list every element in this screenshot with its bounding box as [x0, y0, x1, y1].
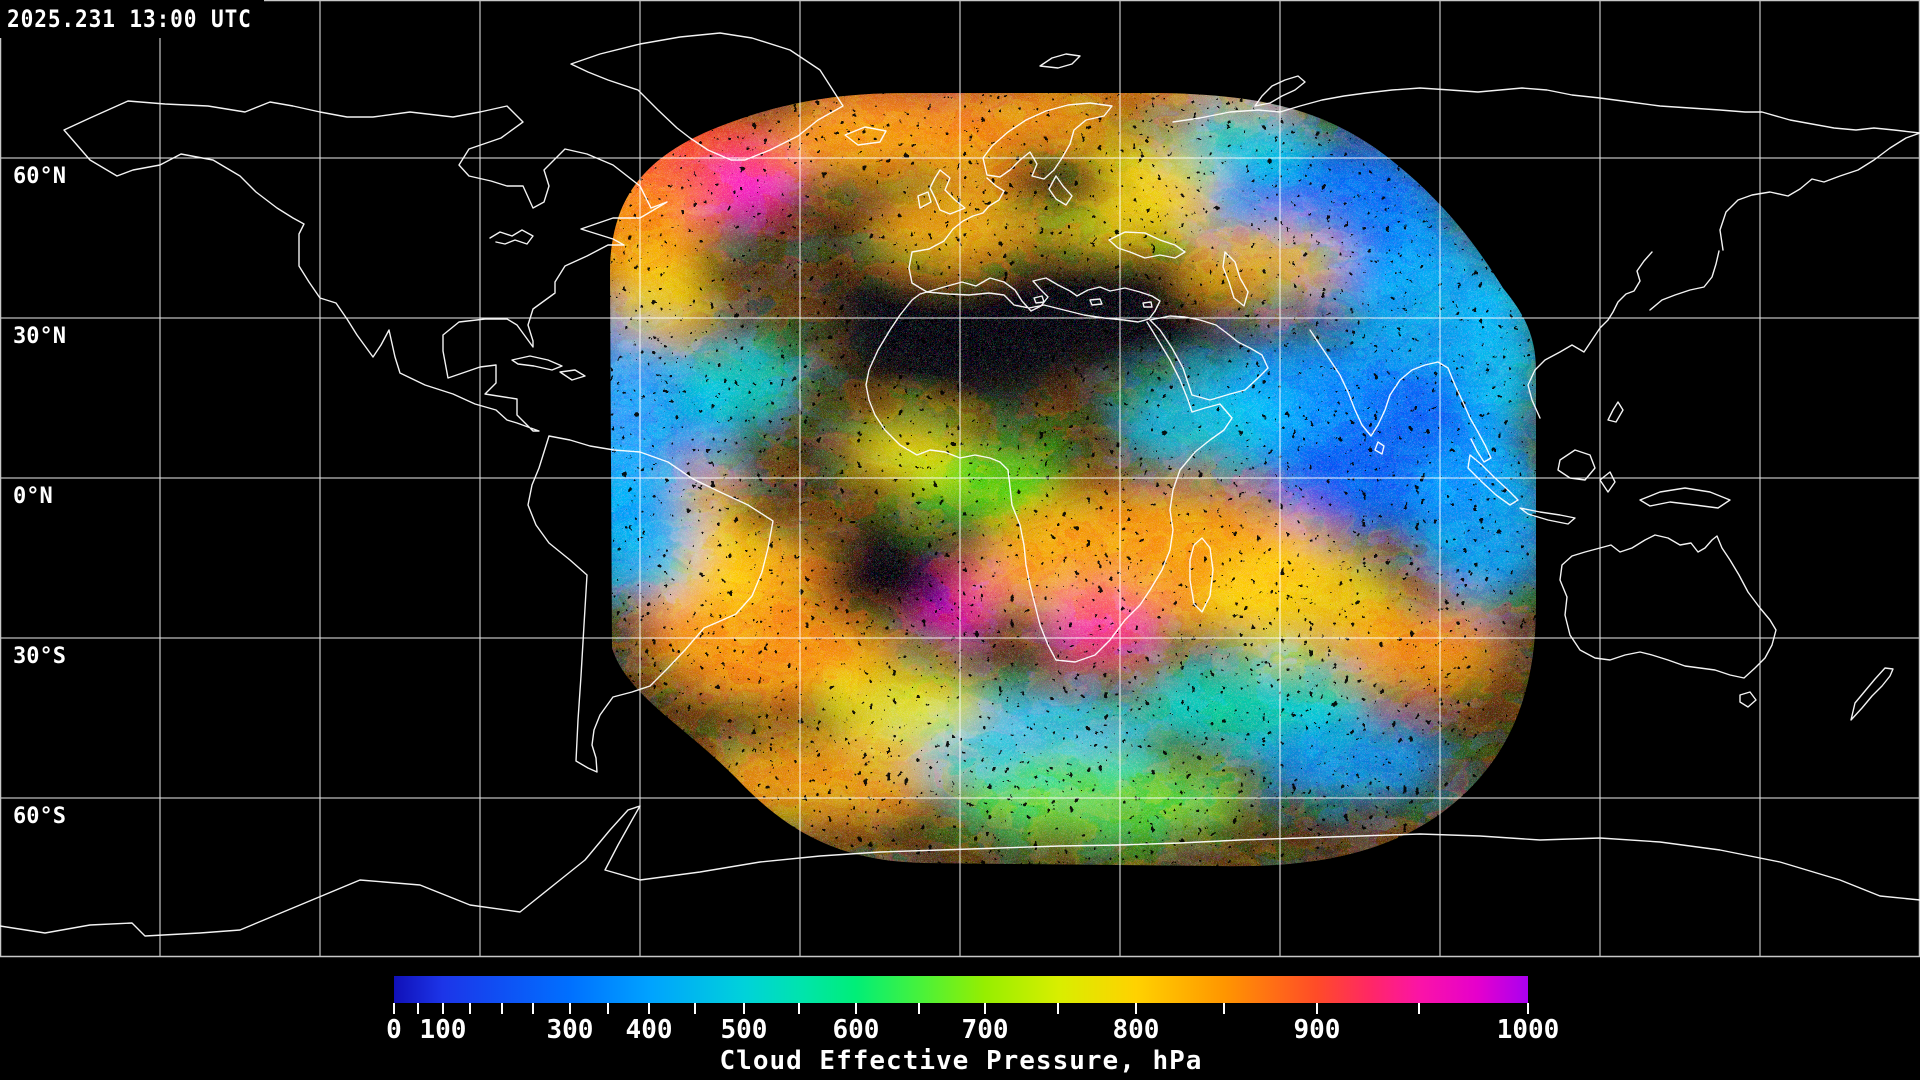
colorbar-tick [532, 1003, 535, 1014]
colorbar-tick [468, 1003, 471, 1014]
latitude-label: 30°N [13, 324, 66, 349]
colorbar-title: Cloud Effective Pressure, hPa [719, 1046, 1203, 1076]
colorbar-tick [984, 1003, 987, 1014]
colorbar-tick [1222, 1003, 1225, 1014]
colorbar-tick [742, 1003, 745, 1014]
colorbar-tick-label: 300 [546, 1015, 594, 1045]
latitude-label: 30°S [13, 644, 66, 669]
colorbar-tick-label: 700 [961, 1015, 1009, 1045]
colorbar-tick [606, 1003, 609, 1014]
colorbar-tick-label: 0 [386, 1015, 402, 1045]
colorbar-tick [693, 1003, 696, 1014]
cloud-pressure-data-swath [609, 93, 1536, 867]
coastlines [0, 32, 1920, 937]
colorbar-tick-label: 800 [1112, 1015, 1160, 1045]
colorbar-tick [1134, 1003, 1137, 1014]
colorbar-tick-label: 900 [1293, 1015, 1341, 1045]
colorbar-tick [648, 1003, 651, 1014]
colorbar-tick-label: 600 [832, 1015, 880, 1045]
colorbar-tick [417, 1003, 420, 1014]
colorbar-tick [1527, 1003, 1529, 1014]
latitude-label: 0°N [13, 484, 53, 509]
latitude-label: 60°S [13, 804, 66, 829]
colorbar-tick [500, 1003, 503, 1014]
colorbar-tick [441, 1003, 444, 1014]
graticule-gridlines [0, 0, 1920, 957]
colorbar-tick [1418, 1003, 1421, 1014]
colorbar-gradient [394, 976, 1528, 1003]
world-map [0, 0, 1920, 958]
timestamp-label: 2025.231 13:00 UTC [0, 0, 265, 38]
colorbar-tick [1315, 1003, 1318, 1014]
colorbar-tick-label: 400 [625, 1015, 673, 1045]
colorbar-tick [568, 1003, 571, 1014]
colorbar-tick-label: 500 [720, 1015, 768, 1045]
colorbar-tick [797, 1003, 800, 1014]
latitude-label: 60°N [13, 164, 66, 189]
colorbar-tick [854, 1003, 857, 1014]
colorbar-legend: 0 100 300 400 500 600 700 800 900 1000 Cloud Effe… [0, 958, 1920, 1080]
colorbar-tick [393, 1003, 395, 1014]
colorbar-tick-label: 1000 [1496, 1015, 1560, 1045]
colorbar-tick-label: 100 [419, 1015, 467, 1045]
colorbar-tick [918, 1003, 921, 1014]
colorbar-tick [1056, 1003, 1059, 1014]
